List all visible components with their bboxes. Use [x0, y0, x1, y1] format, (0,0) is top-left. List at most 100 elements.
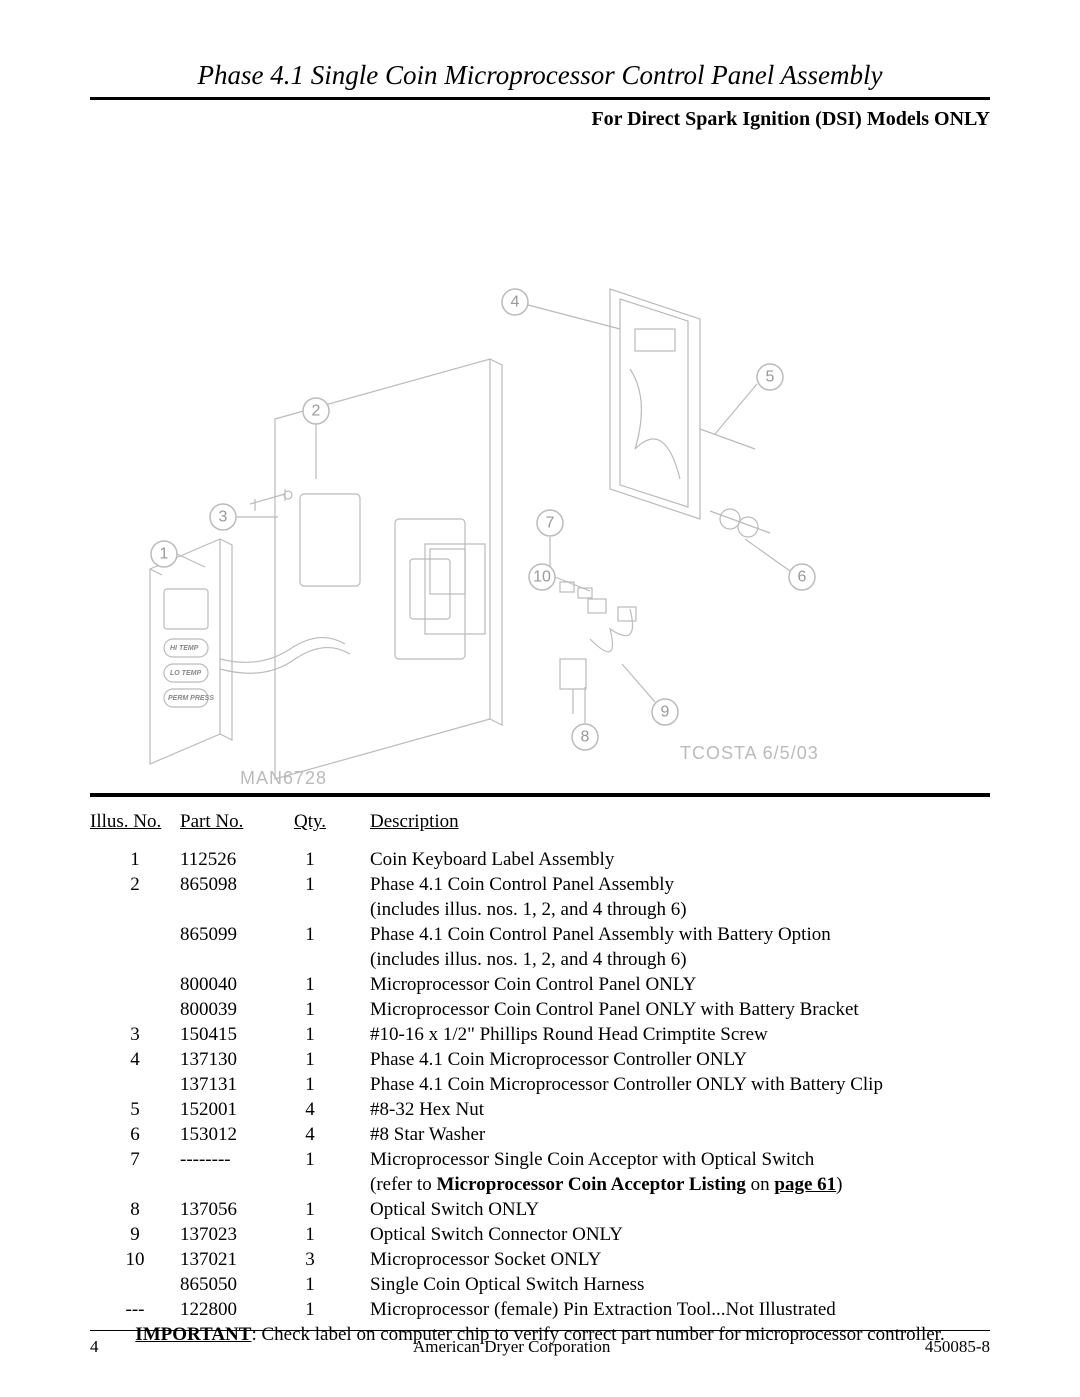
cell-desc: Phase 4.1 Coin Microprocessor Controller… [340, 1047, 990, 1072]
cell-part: 800039 [180, 997, 280, 1022]
cell-part: 150415 [180, 1022, 280, 1047]
cell-desc: Coin Keyboard Label Assembly [340, 847, 990, 872]
cell-qty: 1 [280, 972, 340, 997]
callout-number: 1 [160, 546, 169, 563]
cell-qty: 1 [280, 847, 340, 872]
exploded-diagram: HI TEMP LO TEMP PERM PRESS MAN6728 TCOST… [90, 139, 990, 789]
cell-desc: Single Coin Optical Switch Harness [340, 1272, 990, 1297]
leader-line [715, 384, 757, 434]
cell-part [180, 897, 280, 922]
cell-illus: 7 [90, 1147, 180, 1172]
cell-part: 137021 [180, 1247, 280, 1272]
cell-illus: --- [90, 1297, 180, 1322]
callout-number: 9 [661, 704, 670, 721]
drawing-signature: TCOSTA 6/5/03 [680, 743, 819, 763]
cell-qty: 1 [280, 1022, 340, 1047]
cell-desc: Phase 4.1 Coin Microprocessor Controller… [340, 1072, 990, 1097]
cell-desc: Microprocessor Single Coin Acceptor with… [340, 1147, 990, 1172]
leader-line [177, 554, 205, 567]
cell-qty: 1 [280, 1297, 340, 1322]
cell-part: 153012 [180, 1122, 280, 1147]
cell-desc: Microprocessor (female) Pin Extraction T… [340, 1297, 990, 1322]
cell-qty: 1 [280, 1222, 340, 1247]
cell-qty: 1 [280, 1147, 340, 1172]
title-rule [90, 97, 990, 100]
cell-desc: Phase 4.1 Coin Control Panel Assembly [340, 872, 990, 897]
table-row: 41371301Phase 4.1 Coin Microprocessor Co… [90, 1047, 990, 1072]
table-row: ---1228001Microprocessor (female) Pin Ex… [90, 1297, 990, 1322]
cell-part: 112526 [180, 847, 280, 872]
page-title: Phase 4.1 Single Coin Microprocessor Con… [90, 60, 990, 91]
table-row: 51520014#8-32 Hex Nut [90, 1097, 990, 1122]
table-row: 81370561Optical Switch ONLY [90, 1197, 990, 1222]
table-row: 8650991Phase 4.1 Coin Control Panel Asse… [90, 922, 990, 947]
panel-label: LO TEMP [170, 670, 201, 677]
leader-line [745, 539, 790, 571]
table-row: 8650501Single Coin Optical Switch Harnes… [90, 1272, 990, 1297]
cell-part: 152001 [180, 1097, 280, 1122]
table-row: 61530124#8 Star Washer [90, 1122, 990, 1147]
cell-part: -------- [180, 1147, 280, 1172]
cell-illus: 4 [90, 1047, 180, 1072]
footer-center: American Dryer Corporation [413, 1337, 610, 1357]
callout-number: 2 [312, 403, 321, 420]
cell-part [180, 947, 280, 972]
cell-part: 800040 [180, 972, 280, 997]
page-footer: 4 American Dryer Corporation 450085-8 [90, 1330, 990, 1357]
cell-illus: 6 [90, 1122, 180, 1147]
cell-qty: 1 [280, 1197, 340, 1222]
cell-qty: 1 [280, 872, 340, 897]
cell-illus [90, 922, 180, 947]
cell-part: 865050 [180, 1272, 280, 1297]
cell-qty: 1 [280, 1047, 340, 1072]
cell-desc: #8-32 Hex Nut [340, 1097, 990, 1122]
col-desc: Description [340, 811, 990, 847]
cell-illus: 10 [90, 1247, 180, 1272]
cell-qty: 1 [280, 922, 340, 947]
panel-label: HI TEMP [170, 645, 199, 652]
table-row: 1371311Phase 4.1 Coin Microprocessor Con… [90, 1072, 990, 1097]
leader-line [622, 664, 655, 702]
cell-qty [280, 947, 340, 972]
table-row: 91370231Optical Switch Connector ONLY [90, 1222, 990, 1247]
cell-desc: (includes illus. nos. 1, 2, and 4 throug… [340, 897, 990, 922]
callout-number: 6 [798, 569, 807, 586]
cell-desc: Optical Switch Connector ONLY [340, 1222, 990, 1247]
col-qty: Qty. [280, 811, 340, 847]
panel-label: PERM PRESS [168, 695, 214, 702]
table-row: 7--------1Microprocessor Single Coin Acc… [90, 1147, 990, 1172]
cell-desc: Phase 4.1 Coin Control Panel Assembly wi… [340, 922, 990, 947]
callout-number: 7 [546, 515, 555, 532]
subtitle: For Direct Spark Ignition (DSI) Models O… [90, 108, 990, 131]
cell-illus [90, 1072, 180, 1097]
cell-part: 865098 [180, 872, 280, 897]
cell-illus [90, 1172, 180, 1197]
cell-qty: 1 [280, 997, 340, 1022]
cell-illus [90, 1272, 180, 1297]
cell-part: 137023 [180, 1222, 280, 1247]
cell-desc: #10-16 x 1/2" Phillips Round Head Crimpt… [340, 1022, 990, 1047]
cell-desc: Microprocessor Coin Control Panel ONLY w… [340, 997, 990, 1022]
cell-qty [280, 1172, 340, 1197]
table-row: 11125261Coin Keyboard Label Assembly [90, 847, 990, 872]
parts-table: Illus. No. Part No. Qty. Description 111… [90, 811, 990, 1347]
callout-number: 10 [533, 569, 551, 586]
cell-desc: (includes illus. nos. 1, 2, and 4 throug… [340, 947, 990, 972]
diagram-rule [90, 793, 990, 797]
cell-desc: #8 Star Washer [340, 1122, 990, 1147]
cell-illus: 2 [90, 872, 180, 897]
table-row: (includes illus. nos. 1, 2, and 4 throug… [90, 947, 990, 972]
callout-number: 4 [511, 294, 520, 311]
cell-qty: 3 [280, 1247, 340, 1272]
table-row: 8000391Microprocessor Coin Control Panel… [90, 997, 990, 1022]
cell-part: 137056 [180, 1197, 280, 1222]
cell-desc: Optical Switch ONLY [340, 1197, 990, 1222]
cell-part: 137131 [180, 1072, 280, 1097]
table-row: 101370213Microprocessor Socket ONLY [90, 1247, 990, 1272]
cell-desc: (refer to Microprocessor Coin Acceptor L… [340, 1172, 990, 1197]
table-row: 8000401Microprocessor Coin Control Panel… [90, 972, 990, 997]
col-part: Part No. [180, 811, 280, 847]
cell-illus [90, 947, 180, 972]
cell-illus: 1 [90, 847, 180, 872]
callout-number: 5 [766, 369, 775, 386]
